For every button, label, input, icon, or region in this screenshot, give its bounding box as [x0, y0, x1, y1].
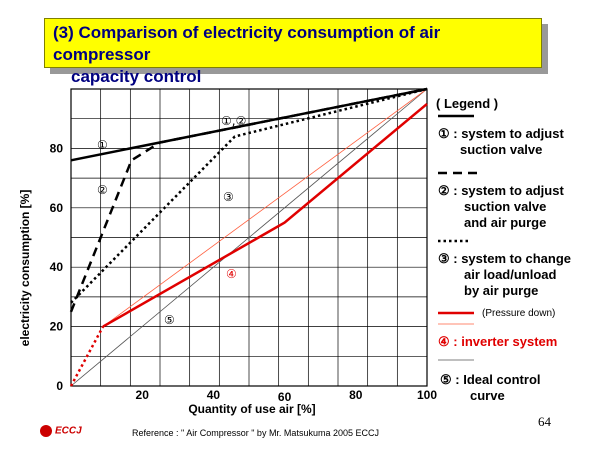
series-line-3 — [102, 102, 428, 328]
legend-item-1-line2: suction valve — [460, 142, 543, 157]
legend-item-3-line2: air load/unload — [464, 267, 557, 282]
legend-item-4: ④ : inverter system — [438, 334, 558, 349]
legend-item-5-line2: curve — [470, 388, 505, 403]
annotation-4: ④ — [226, 267, 237, 281]
reference-text: Reference : " Air Compressor " by Mr. Ma… — [132, 428, 379, 438]
legend-item-1-line1: ① : system to adjust — [438, 126, 564, 141]
annotation-3: ③ — [223, 190, 234, 204]
logo-label: ECCJ — [55, 425, 82, 437]
title-line2: capacity control — [71, 67, 202, 86]
eccj-logo-text: ECCJ — [40, 425, 82, 437]
y-tick-label: 40 — [50, 260, 64, 274]
legend-item-2-line3: and air purge — [464, 215, 547, 230]
annotation-1: ① — [97, 138, 108, 152]
title-line1: (3) Comparison of electricity consumptio… — [53, 23, 441, 64]
series-line-5 — [102, 88, 428, 327]
y-axis-label: electricity consumption [%] — [18, 190, 32, 347]
legend-pressure-down: (Pressure down) — [482, 308, 556, 319]
legend-item-5-line1: ⑤ : Ideal control — [440, 372, 541, 387]
x-tick-label: 80 — [349, 388, 363, 402]
legend-item-2-line2: suction valve — [464, 199, 547, 214]
legend-heading: ( Legend ) — [436, 96, 499, 111]
legend-item-3-line1: ③ : system to change — [438, 251, 572, 266]
annotation-1-2: ①,② — [221, 114, 246, 128]
y-tick-label: 20 — [50, 320, 64, 334]
annotation-2: ② — [97, 183, 108, 197]
annotation-5: ⑤ — [164, 313, 175, 327]
x-tick-label: 20 — [136, 388, 150, 402]
y-tick-label: 60 — [50, 201, 64, 215]
legend-item-3-line3: by air purge — [464, 283, 539, 298]
y-tick-label: 0 — [56, 379, 63, 393]
title-box: (3) Comparison of electricity consumptio… — [44, 18, 542, 86]
x-tick-label: 60 — [278, 390, 292, 404]
x-tick-label: 100 — [417, 388, 437, 402]
eccj-logo-icon — [40, 425, 52, 437]
x-tick-label: 40 — [207, 388, 221, 402]
y-tick-label: 80 — [50, 141, 64, 155]
series-line-6 — [70, 88, 428, 387]
page-number: 64 — [538, 414, 551, 429]
series-line-4 — [69, 326, 105, 387]
x-axis-label: Quantity of use air [%] — [188, 402, 315, 416]
series-line-1 — [69, 87, 428, 313]
series-line-2 — [70, 87, 428, 304]
legend-item-2-line1: ② : system to adjust — [438, 183, 564, 198]
